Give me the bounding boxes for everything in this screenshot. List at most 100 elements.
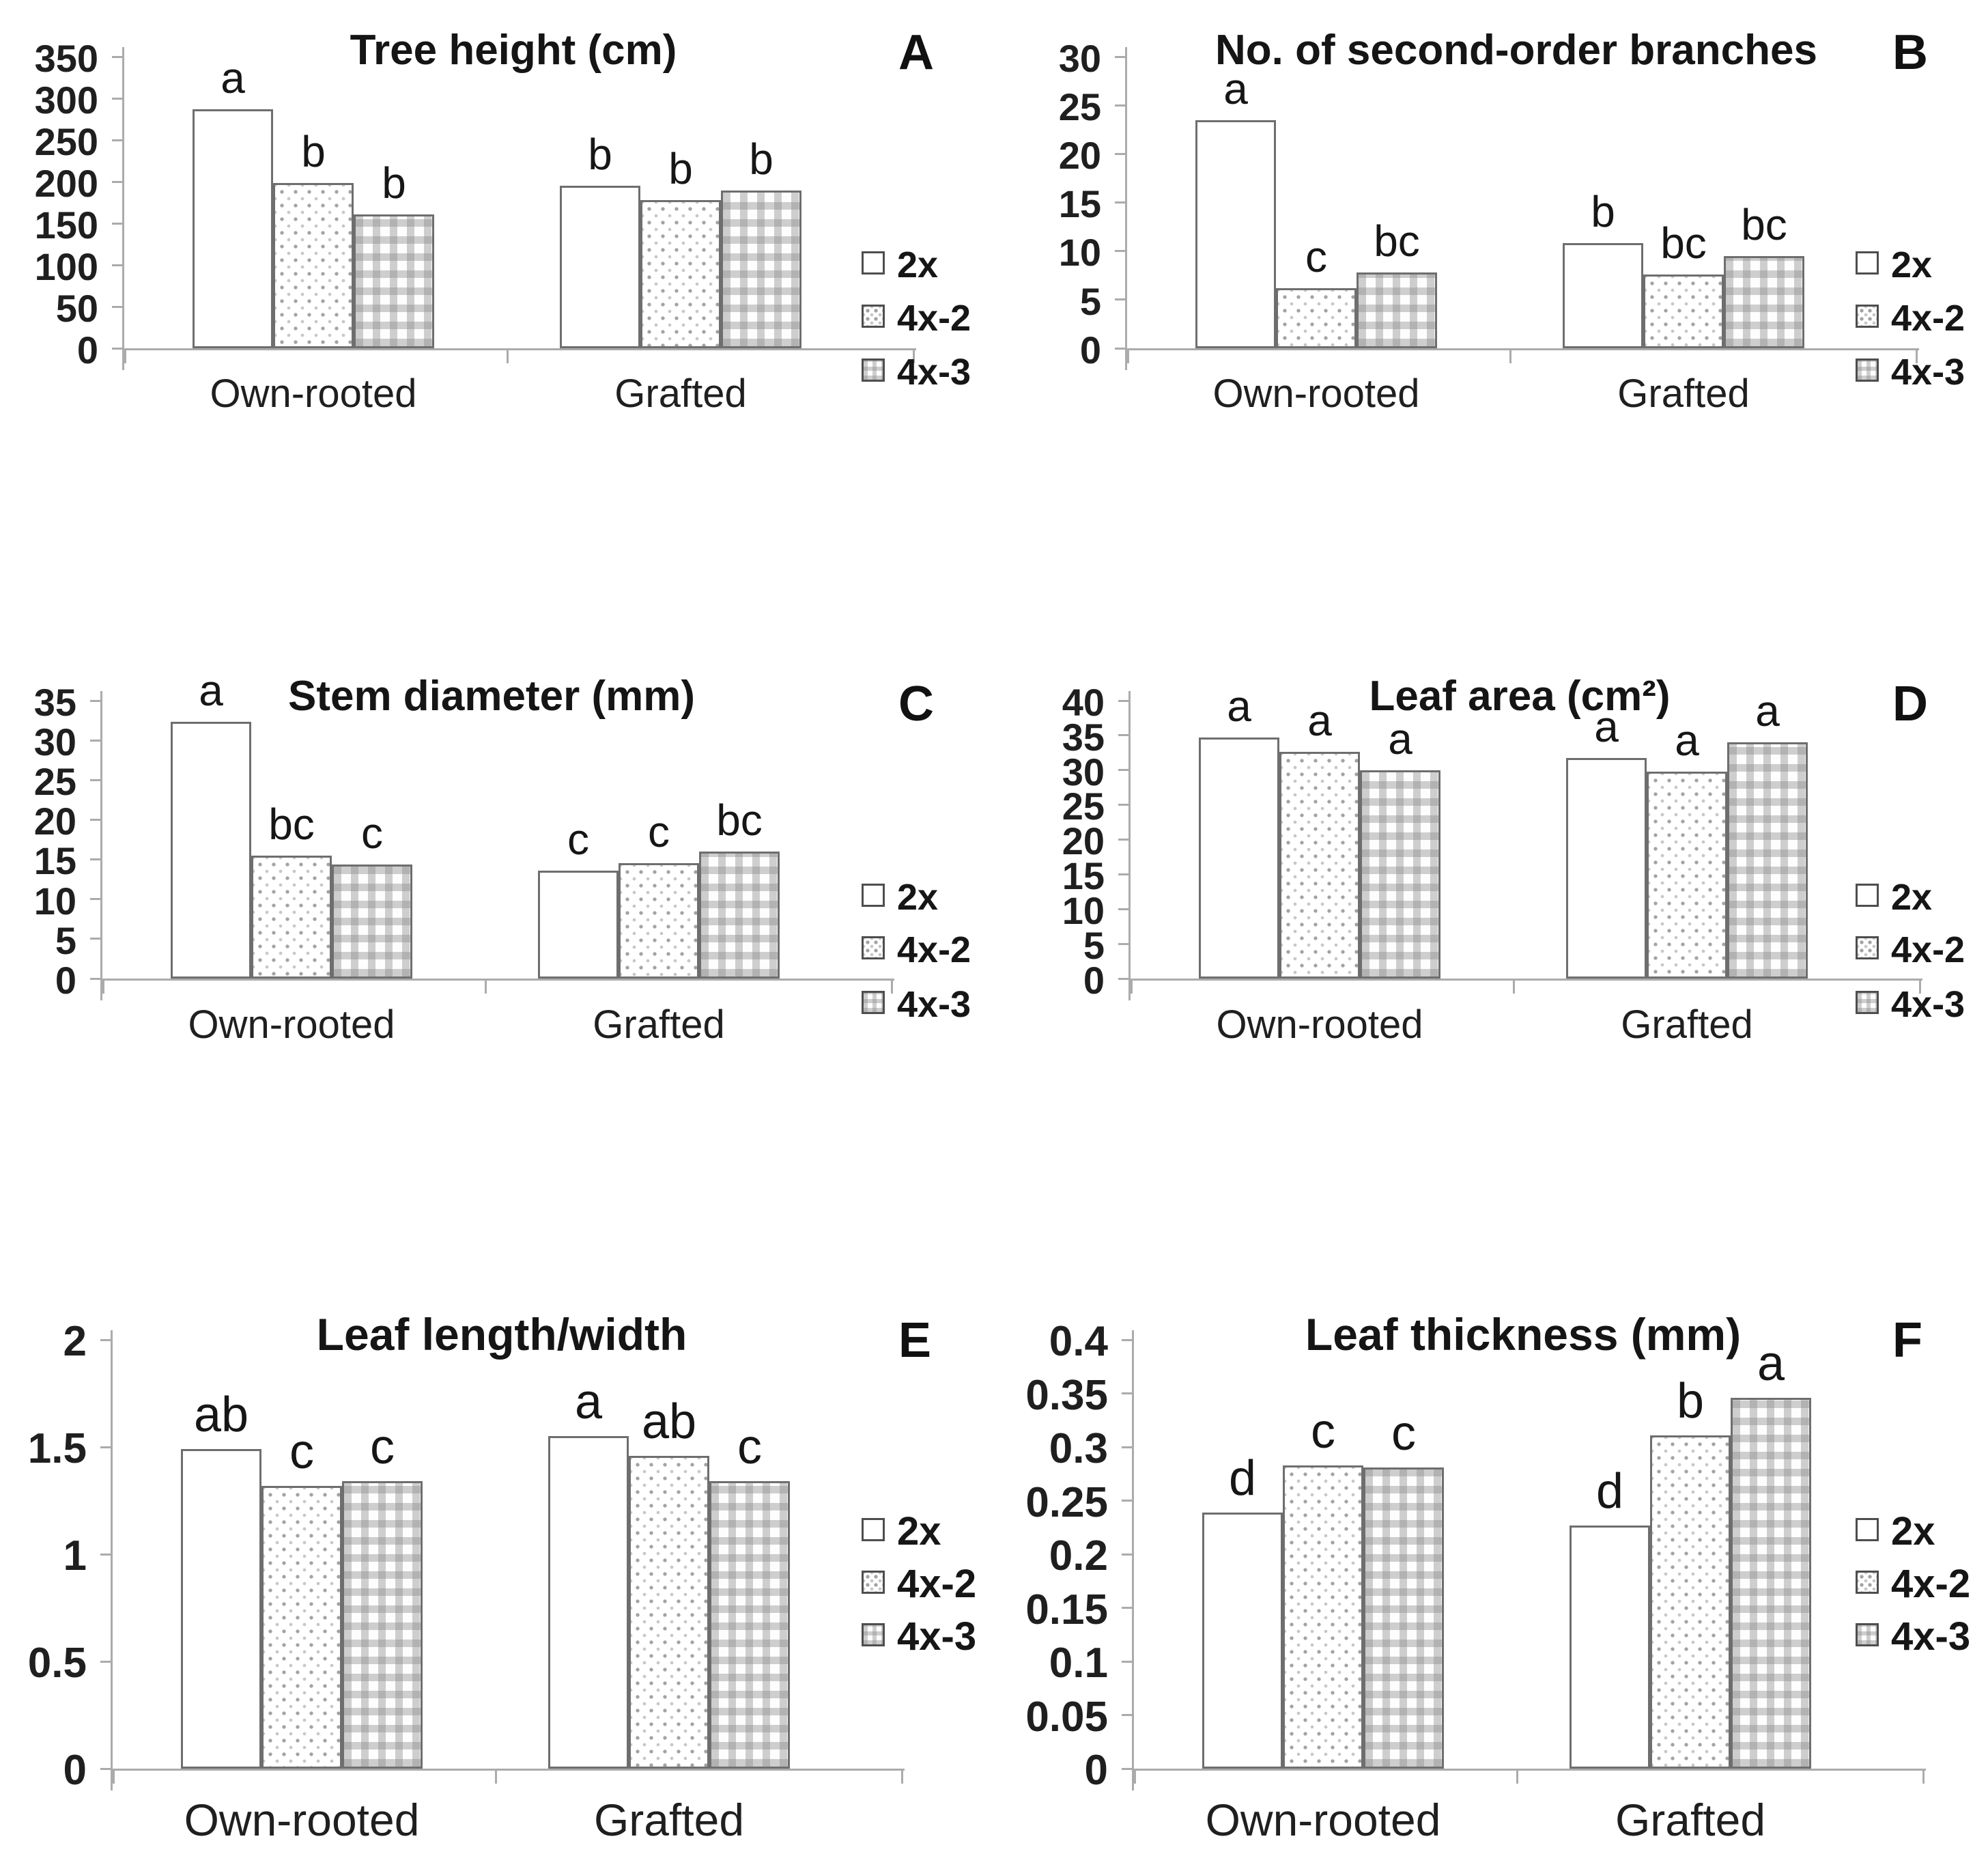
bar-4x-2-own-rooted: [1276, 288, 1357, 348]
y-axis-tick: [1115, 347, 1127, 350]
panel-chart-b: No. of second-order branches B 0 5 10 15 20 25 3…: [994, 0, 1988, 623]
y-axis-tick: [90, 858, 102, 861]
bar-4x-3-grafted: [1727, 742, 1808, 979]
panel-chart-d: Leaf area (cm²) D 0 5 10 15 20 25 30 35 40 a a a Own-r…: [994, 623, 1988, 1246]
x-axis-tick: [113, 1769, 115, 1784]
x-axis-tick: [1131, 979, 1133, 994]
x-axis-line: [122, 348, 916, 350]
panel-label: B: [1892, 25, 1928, 80]
y-axis-tick-label: 30: [33, 720, 76, 763]
significance-letter: a: [1594, 702, 1619, 751]
y-axis-tick: [1122, 1338, 1134, 1341]
panel-label: D: [1892, 677, 1928, 731]
y-axis-line: [1125, 47, 1127, 370]
y-axis-tick-label: 30: [1058, 36, 1101, 80]
y-axis-tick: [1122, 1500, 1134, 1502]
y-axis-tick: [100, 1660, 113, 1663]
legend-swatch-4x-2: [862, 936, 885, 959]
significance-letter: ab: [641, 1394, 697, 1449]
significance-letter: b: [1676, 1374, 1705, 1429]
y-axis-tick-label: 250: [34, 120, 98, 163]
y-axis-tick-label: 10: [1058, 231, 1101, 275]
bar-4x-2-grafted: [1643, 275, 1724, 348]
y-axis-tick-label: 35: [33, 680, 76, 724]
y-axis-tick-label: 15: [33, 839, 76, 883]
legend-swatch-2x: [862, 251, 885, 275]
legend-swatch-4x-3: [862, 1623, 885, 1646]
significance-letter: a: [1388, 714, 1412, 763]
chart-title: No. of second-order branches: [1215, 27, 1817, 74]
y-axis-tick-label: 150: [34, 203, 98, 247]
bar-2x-own-rooted: [193, 109, 273, 348]
significance-letter: b: [382, 158, 406, 208]
x-axis-category-label: Grafted: [1617, 371, 1750, 416]
y-axis-tick-label: 2: [63, 1318, 87, 1366]
bar-4x-2-grafted: [1647, 772, 1727, 979]
bar-4x-3-own-rooted: [354, 214, 434, 348]
bar-2x-own-rooted: [1195, 120, 1276, 348]
significance-letter: b: [749, 135, 773, 184]
bar-4x-3-grafted: [709, 1481, 790, 1769]
chart-title: Leaf thickness (mm): [1305, 1309, 1742, 1360]
y-axis-tick-label: 20: [1062, 819, 1105, 863]
y-axis-tick: [100, 1553, 113, 1556]
y-axis-tick: [90, 938, 102, 940]
y-axis-tick: [100, 1767, 113, 1770]
bar-4x-2-grafted: [640, 200, 721, 348]
panel-label: A: [898, 25, 934, 80]
y-axis-tick-label: 0.3: [1049, 1425, 1108, 1473]
bar-4x-3-grafted: [721, 191, 801, 348]
y-axis-tick-label: 20: [33, 800, 76, 843]
significance-letter: c: [361, 809, 383, 858]
legend-swatch-4x-2: [1856, 305, 1879, 328]
bar-4x-3-own-rooted: [1357, 272, 1437, 348]
y-axis-tick: [1118, 734, 1131, 737]
x-axis-tick: [913, 348, 915, 363]
bar-2x-grafted: [1570, 1526, 1650, 1769]
x-axis-tick: [102, 979, 104, 994]
panel-chart-c: Stem diameter (mm) C 0 5 10 15 20 25 30 35 a bc c Own…: [0, 623, 994, 1246]
chart-title: Tree height (cm): [350, 27, 677, 74]
y-axis-tick: [112, 347, 124, 350]
y-axis-tick: [90, 739, 102, 742]
significance-letter: c: [737, 1420, 762, 1474]
significance-letter: bc: [716, 796, 763, 845]
x-axis-category-label: Own-rooted: [188, 1002, 395, 1047]
y-axis-tick-label: 0.2: [1049, 1532, 1108, 1580]
bar-4x-2-own-rooted: [261, 1486, 342, 1769]
y-axis-tick-label: 50: [55, 286, 98, 330]
legend-swatch-2x: [1856, 251, 1879, 275]
bar-4x-2-own-rooted: [251, 856, 332, 979]
y-axis-tick: [112, 55, 124, 58]
bar-4x-3-own-rooted: [342, 1481, 423, 1769]
legend-swatch-2x: [1856, 1518, 1879, 1541]
significance-letter: c: [648, 807, 670, 856]
y-axis-tick: [1118, 804, 1131, 806]
y-axis-tick: [90, 778, 102, 781]
significance-letter: bc: [268, 800, 315, 849]
x-axis-line: [111, 1769, 905, 1771]
legend-swatch-4x-3: [862, 991, 885, 1014]
y-axis-tick: [90, 898, 102, 901]
y-axis-tick-label: 0.4: [1049, 1318, 1108, 1366]
x-axis-tick: [891, 979, 893, 994]
y-axis-tick-label: 35: [1062, 715, 1105, 759]
y-axis-tick: [112, 97, 124, 100]
y-axis-tick: [112, 264, 124, 266]
y-axis-tick: [1115, 104, 1127, 107]
significance-letter: b: [668, 144, 693, 193]
y-axis-tick: [1115, 152, 1127, 155]
x-axis-tick: [1134, 1769, 1136, 1784]
legend-label-4x-2: 4x-2: [897, 297, 971, 339]
y-axis-tick: [1115, 298, 1127, 301]
y-axis-line: [122, 47, 124, 370]
y-axis-tick-label: 0: [76, 328, 98, 371]
x-axis-category-label: Own-rooted: [210, 371, 417, 416]
legend-label-4x-2: 4x-2: [1891, 929, 1965, 970]
significance-letter: d: [1228, 1451, 1257, 1506]
legend-label-2x: 2x: [1891, 1508, 1935, 1554]
significance-letter: c: [567, 815, 589, 864]
bar-2x-own-rooted: [1199, 737, 1279, 979]
bar-2x-grafted: [548, 1436, 629, 1769]
x-axis-category-label: Grafted: [593, 1002, 725, 1047]
